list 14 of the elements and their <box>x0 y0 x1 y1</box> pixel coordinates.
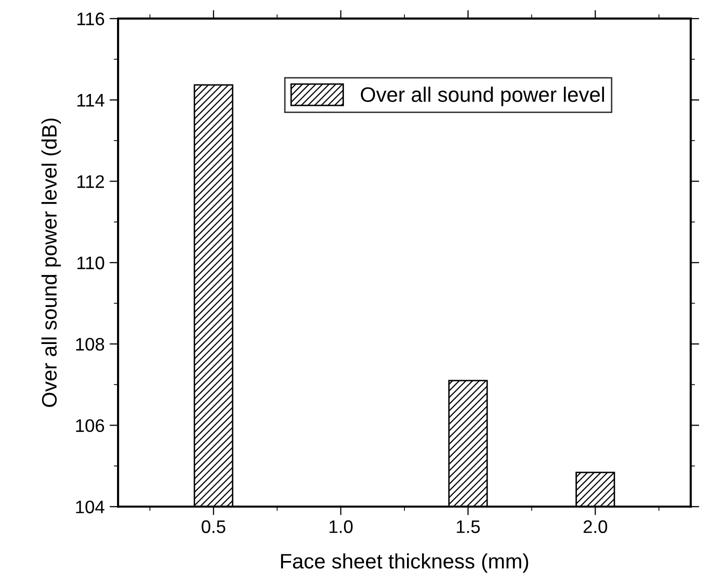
y-tick-label: 104 <box>76 500 104 514</box>
x-tick-label: 1.0 <box>330 520 353 534</box>
y-tick-label: 116 <box>77 12 104 26</box>
y-tick-label: 110 <box>77 256 104 270</box>
legend-label: Over all sound power level <box>360 86 604 106</box>
x-axis-title: Face sheet thickness (mm) <box>281 553 528 573</box>
y-tick-label: 114 <box>77 94 104 106</box>
y-tick-label: 106 <box>76 419 104 432</box>
x-tick-label: 2.0 <box>584 520 608 534</box>
y-tick-label: 112 <box>77 175 104 188</box>
y-axis-title: Over all sound power level (dB) <box>41 118 61 407</box>
x-tick-label: 0.5 <box>202 520 226 534</box>
y-tick-label: 108 <box>76 338 104 351</box>
x-tick-label: 1.5 <box>456 520 480 534</box>
